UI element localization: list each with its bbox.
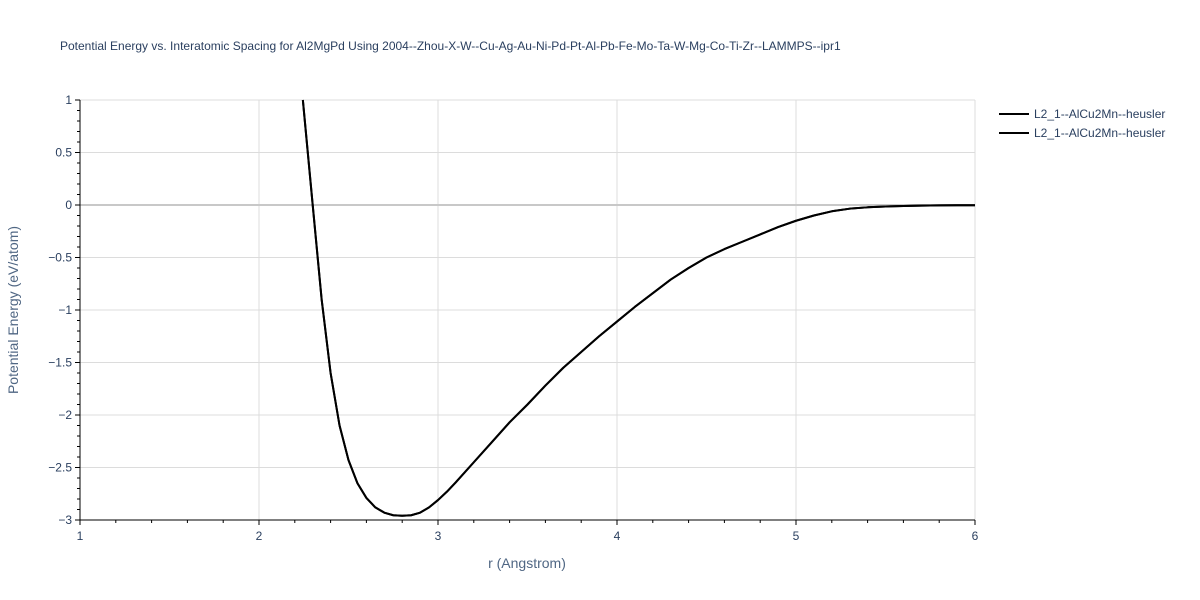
y-tick-label: 0.5 [55, 146, 72, 160]
x-tick-label: 5 [793, 529, 800, 543]
y-axis-title: Potential Energy (eV/atom) [5, 226, 21, 394]
legend-item[interactable]: L2_1--AlCu2Mn--heusler [999, 107, 1165, 121]
series-line-2 [301, 99, 976, 517]
axes: 1 2 3 4 5 6 1 0.5 0 −0.5 −1 −1.5 −2 −2.5 −3 [48, 93, 978, 543]
grid [80, 99, 976, 520]
plot-area: 1 2 3 4 5 6 1 0.5 0 −0.5 −1 −1.5 −2 −2.5 −3 [48, 93, 978, 543]
y-tick-label: −1 [58, 303, 72, 317]
legend-label: L2_1--AlCu2Mn--heusler [1034, 107, 1165, 121]
x-tick-label: 2 [256, 529, 263, 543]
x-tick-label: 6 [972, 529, 979, 543]
x-tick-label: 4 [614, 529, 621, 543]
legend[interactable]: L2_1--AlCu2Mn--heusler L2_1--AlCu2Mn--heu… [999, 107, 1165, 140]
x-tick-label: 3 [435, 529, 442, 543]
x-axis-title: r (Angstrom) [488, 555, 566, 571]
y-tick-label: 1 [65, 93, 72, 107]
series-layer [301, 99, 976, 517]
y-tick-label: −3 [58, 513, 72, 527]
y-tick-label: 0 [65, 198, 72, 212]
legend-item[interactable]: L2_1--AlCu2Mn--heusler [999, 126, 1165, 140]
chart-title: Potential Energy vs. Interatomic Spacing… [60, 39, 841, 53]
y-tick-label: −1.5 [48, 356, 72, 370]
legend-label: L2_1--AlCu2Mn--heusler [1034, 126, 1165, 140]
y-tick-label: −0.5 [48, 251, 72, 265]
y-tick-label: −2.5 [48, 461, 72, 475]
y-tick-label: −2 [58, 408, 72, 422]
x-tick-label: 1 [77, 529, 84, 543]
